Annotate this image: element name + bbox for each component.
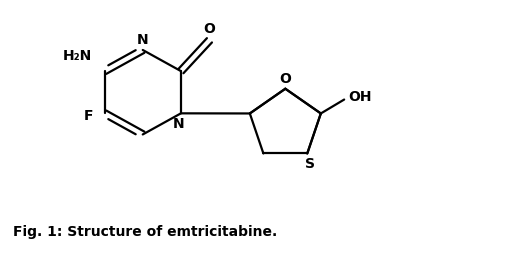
Text: Fig. 1: Structure of emtricitabine.: Fig. 1: Structure of emtricitabine. — [13, 225, 277, 239]
Text: F: F — [83, 109, 93, 123]
Text: N: N — [137, 33, 149, 47]
Text: N: N — [172, 117, 184, 131]
Text: O: O — [279, 72, 291, 86]
Text: S: S — [305, 157, 315, 171]
Text: H₂N: H₂N — [63, 49, 92, 63]
Text: OH: OH — [348, 90, 372, 104]
Text: O: O — [203, 22, 215, 36]
